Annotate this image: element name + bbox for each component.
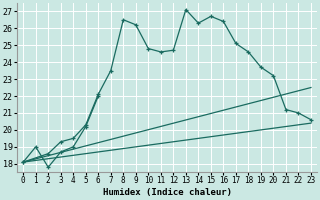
X-axis label: Humidex (Indice chaleur): Humidex (Indice chaleur) <box>103 188 232 197</box>
